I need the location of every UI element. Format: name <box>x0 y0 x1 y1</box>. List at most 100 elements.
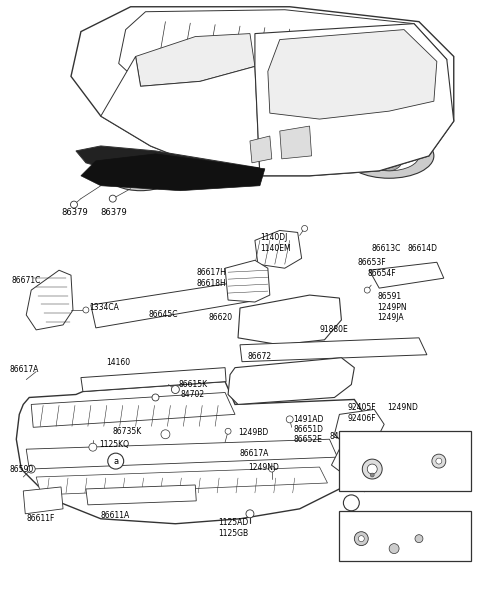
Polygon shape <box>16 381 364 524</box>
Polygon shape <box>31 392 235 427</box>
Text: 1125KQ: 1125KQ <box>99 440 129 449</box>
Text: a: a <box>349 498 354 507</box>
Text: 86590: 86590 <box>9 464 34 474</box>
Text: a: a <box>113 456 118 466</box>
Text: 86618H: 86618H <box>196 279 226 288</box>
Polygon shape <box>26 270 73 330</box>
Text: 86620: 86620 <box>208 314 232 322</box>
Circle shape <box>362 459 382 479</box>
Circle shape <box>358 536 364 542</box>
Circle shape <box>89 443 97 451</box>
Circle shape <box>269 466 275 472</box>
Text: 86379: 86379 <box>61 208 88 217</box>
Text: 86615K: 86615K <box>179 380 207 389</box>
Polygon shape <box>86 485 196 505</box>
Text: 86735K: 86735K <box>113 427 142 436</box>
Text: 86651D: 86651D <box>294 425 324 434</box>
Polygon shape <box>91 280 258 328</box>
Text: 86611A: 86611A <box>101 511 130 520</box>
Polygon shape <box>119 10 447 116</box>
Circle shape <box>389 544 399 554</box>
Text: 1140EM: 1140EM <box>260 244 290 253</box>
Text: 85744: 85744 <box>346 435 372 445</box>
Polygon shape <box>255 231 301 268</box>
Text: 1249JA: 1249JA <box>377 314 404 322</box>
Circle shape <box>246 510 254 518</box>
Text: 95710D: 95710D <box>411 522 441 531</box>
Bar <box>258 161 288 173</box>
Circle shape <box>343 495 360 511</box>
Text: 92405F: 92405F <box>348 403 376 412</box>
Circle shape <box>364 287 370 293</box>
Text: 84702: 84702 <box>180 390 204 399</box>
Text: 86613C: 86613C <box>371 244 401 253</box>
Text: 86614D: 86614D <box>407 244 437 253</box>
Circle shape <box>83 307 89 313</box>
Circle shape <box>225 428 231 434</box>
Text: 86675C: 86675C <box>348 514 377 523</box>
Polygon shape <box>250 136 272 163</box>
Circle shape <box>432 454 446 468</box>
Text: 92406F: 92406F <box>348 414 376 423</box>
Circle shape <box>367 464 377 474</box>
Text: 1125AD: 1125AD <box>218 518 248 527</box>
Bar <box>339 431 471 491</box>
Circle shape <box>374 141 404 171</box>
Text: 86617A: 86617A <box>9 365 39 374</box>
Circle shape <box>354 532 368 546</box>
Polygon shape <box>238 295 341 345</box>
Text: 86654F: 86654F <box>367 269 396 278</box>
Polygon shape <box>81 154 265 191</box>
Circle shape <box>161 430 170 438</box>
Text: 86616K: 86616K <box>354 442 384 451</box>
Text: 86611F: 86611F <box>26 514 55 523</box>
Circle shape <box>436 458 442 464</box>
Text: 1334CA: 1334CA <box>89 303 119 312</box>
Polygon shape <box>255 23 454 176</box>
Circle shape <box>370 473 374 477</box>
Text: 86379: 86379 <box>101 208 128 217</box>
Circle shape <box>364 480 371 488</box>
Circle shape <box>286 416 293 423</box>
Polygon shape <box>136 34 255 86</box>
Polygon shape <box>240 338 427 362</box>
Polygon shape <box>36 467 327 495</box>
Text: 1125GB: 1125GB <box>218 529 248 538</box>
Text: 1249PN: 1249PN <box>377 303 407 312</box>
Text: 86653F: 86653F <box>357 258 386 267</box>
Circle shape <box>415 534 423 542</box>
Polygon shape <box>71 7 454 176</box>
Ellipse shape <box>360 141 419 171</box>
Text: 91880E: 91880E <box>320 325 348 335</box>
Text: 86591: 86591 <box>377 292 401 301</box>
Text: 86617A: 86617A <box>240 449 269 458</box>
Ellipse shape <box>120 166 161 186</box>
Polygon shape <box>335 410 384 447</box>
Circle shape <box>152 394 159 401</box>
Text: 86645C: 86645C <box>148 311 178 319</box>
Circle shape <box>109 195 116 202</box>
Text: 14160: 14160 <box>106 358 130 367</box>
Polygon shape <box>268 30 437 119</box>
Text: 86671C: 86671C <box>12 276 41 285</box>
Text: 1140DJ: 1140DJ <box>260 233 287 242</box>
Text: 86652E: 86652E <box>294 435 323 444</box>
Circle shape <box>71 201 77 208</box>
Polygon shape <box>26 439 337 469</box>
Text: 86593F: 86593F <box>423 435 455 445</box>
Text: 86617H: 86617H <box>196 268 226 277</box>
Text: 86672: 86672 <box>248 352 272 361</box>
Ellipse shape <box>108 161 173 191</box>
Text: 1244BJ: 1244BJ <box>371 480 398 490</box>
Text: 1491AD: 1491AD <box>294 415 324 424</box>
Polygon shape <box>228 358 354 405</box>
Polygon shape <box>81 368 226 392</box>
Polygon shape <box>280 126 312 159</box>
Text: 1249ND: 1249ND <box>387 403 418 412</box>
Text: 1249BD: 1249BD <box>238 428 268 437</box>
Polygon shape <box>225 260 270 302</box>
Ellipse shape <box>344 133 434 178</box>
Polygon shape <box>76 146 265 181</box>
Text: 84702: 84702 <box>329 432 354 441</box>
Polygon shape <box>332 444 389 477</box>
